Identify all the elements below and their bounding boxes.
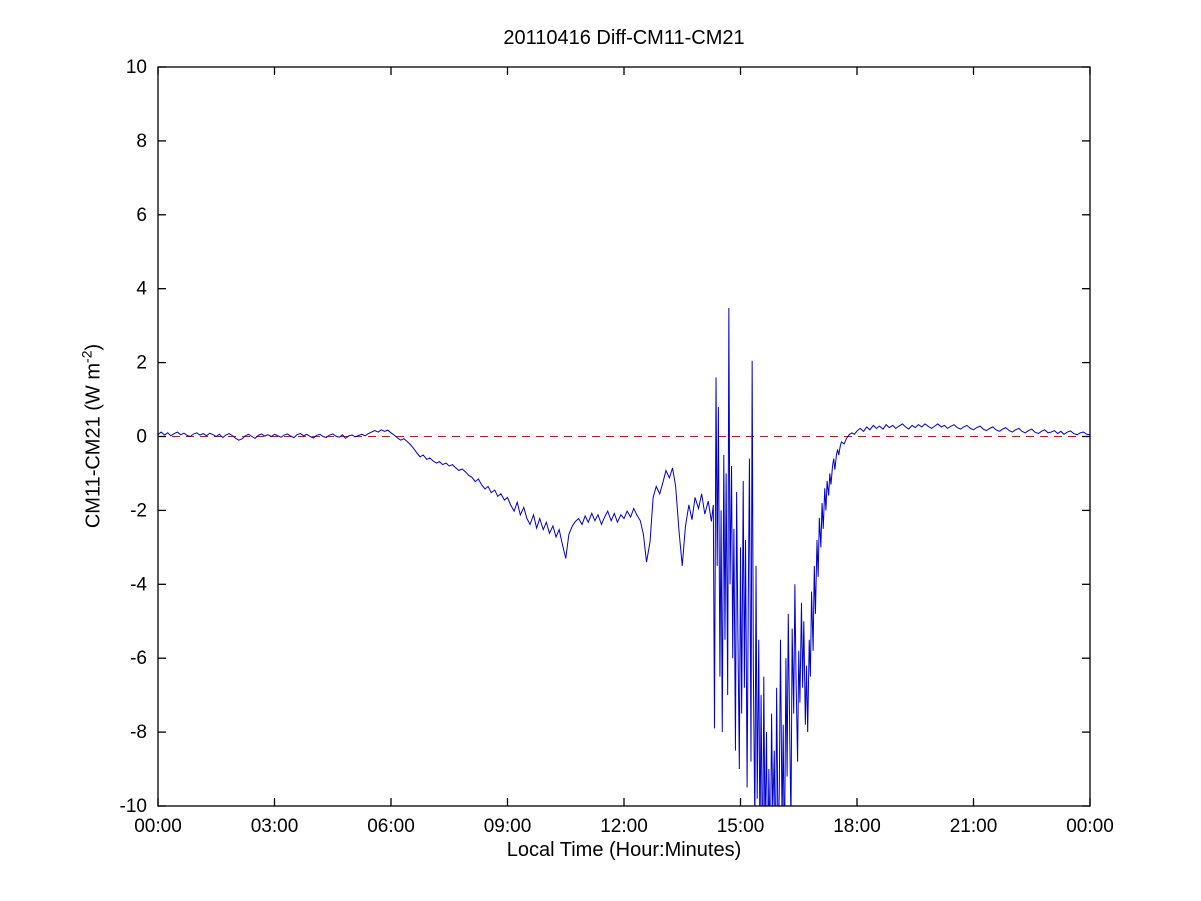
x-tick-label: 06:00 (367, 816, 415, 837)
x-tick-label: 21:00 (950, 816, 998, 837)
data-series-line (158, 307, 1090, 806)
y-tick-label: 10 (126, 57, 147, 78)
x-tick-label: 00:00 (1066, 816, 1114, 837)
y-tick-label: 6 (136, 205, 147, 226)
y-tick-label: -6 (130, 648, 147, 669)
x-axis-label: Local Time (Hour:Minutes) (506, 839, 742, 861)
x-tick-label: 00:00 (134, 816, 182, 837)
y-axis-label-close: ) (82, 343, 105, 351)
y-tick-label: -2 (130, 500, 147, 521)
x-tick-label: 03:00 (251, 816, 299, 837)
x-tick-label: 12:00 (600, 816, 648, 837)
chart-title: 20110416 Diff-CM11-CM21 (503, 27, 745, 49)
x-tick-label: 18:00 (833, 816, 881, 837)
y-tick-label: 8 (136, 131, 147, 152)
x-tick-label: 09:00 (484, 816, 532, 837)
y-axis-label-main: CM11-CM21 (W m (82, 362, 105, 529)
y-axis-label-exponent: -2 (78, 350, 95, 363)
y-tick-label: -8 (130, 722, 147, 743)
y-tick-label: 2 (136, 353, 147, 374)
y-tick-label: 4 (136, 279, 147, 300)
y-tick-label: -4 (130, 574, 147, 595)
y-tick-label: -10 (120, 796, 147, 817)
y-tick-label: 0 (136, 427, 147, 448)
y-axis-label: CM11-CM21 (W m-2) (79, 344, 106, 528)
x-tick-label: 15:00 (717, 816, 765, 837)
